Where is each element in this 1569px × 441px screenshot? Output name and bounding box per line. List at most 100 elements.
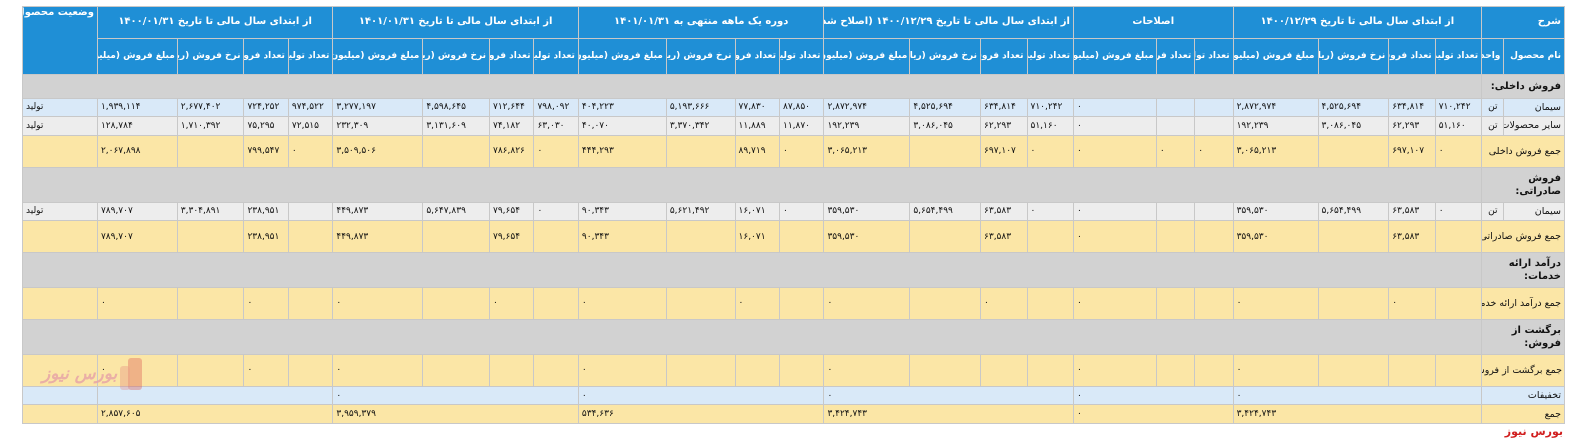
subheader-sales-count: تعداد فروش [489, 37, 535, 75]
cell [909, 134, 982, 168]
footer-logo: بورس نیوز [1504, 425, 1563, 438]
watermark-logo-icon [120, 358, 142, 390]
cell: ۷۹,۶۵۴ [489, 201, 535, 222]
cell: ۵,۱۹۳,۶۶۶ [665, 97, 736, 118]
cell: ۷۲۴,۲۵۲ [243, 97, 289, 118]
cell: ۴۰۴,۲۲۳ [577, 97, 667, 118]
row-label: جمع برگشت از فروش [1481, 353, 1565, 387]
cell: ۸۷,۸۵۰ [778, 97, 825, 118]
cell [287, 287, 334, 320]
cell [533, 287, 579, 320]
watermark-text: بورس نیوز [42, 364, 118, 384]
cell: ۰ [1072, 201, 1157, 222]
subheader-amount: مبلغ فروش (میلیون ریال) [823, 37, 911, 75]
cell [980, 353, 1028, 387]
cell [422, 220, 491, 254]
cell: ۷۱۲,۶۴۴ [489, 97, 535, 118]
cell: ۰ [96, 353, 178, 387]
cell: ۱۹۲,۲۳۹ [1232, 116, 1319, 136]
cell [176, 134, 245, 168]
subheader-sales-count: تعداد فروش [1155, 37, 1196, 75]
cell: ۳۵۹,۵۳۰ [1232, 220, 1319, 254]
cell: ۰ [734, 287, 780, 320]
cell: ۶۳,۵۸۳ [1388, 220, 1436, 254]
grand-total-row: جمع ۳,۴۲۴,۷۴۳ ۰ ۳,۴۲۴,۷۴۳ ۵۳۴,۶۳۶ ۳,۹۵۹,… [22, 404, 1565, 424]
section-row-returns: برگشت از فروش: [21, 318, 1565, 355]
discounts-row: تخفیفات ۰ ۰ ۰ ۰ ۰ [22, 385, 1565, 406]
cell: ۵۳۴,۶۳۶ [577, 404, 825, 424]
total-row-export: جمع فروش صادراتی ۶۳,۵۸۳ ۳۵۹,۵۳۰ ۰ ۶۳,۵۸۳… [22, 220, 1565, 254]
subheader-sales-count: تعداد فروش [1388, 37, 1436, 75]
cell [1194, 116, 1234, 136]
status-cell: تولید [22, 201, 98, 222]
cell [909, 287, 982, 320]
cell [665, 353, 736, 387]
header-adjustments: اصلاحات [1072, 6, 1234, 39]
subheader-sales-count: تعداد فروش [243, 37, 289, 75]
cell [422, 353, 491, 387]
subheader-production: تعداد تولید [287, 37, 334, 75]
subheader-unit: واحد [1481, 37, 1505, 75]
group-header-row: شرح از ابتدای سال مالی تا تاریخ ۱۴۰۰/۱۲/… [22, 6, 1565, 75]
cell: ۳,۲۷۷,۱۹۷ [332, 97, 424, 118]
cell: ۱۹۲,۲۳۹ [823, 116, 911, 136]
sales-table: شرح از ابتدای سال مالی تا تاریخ ۱۴۰۰/۱۲/… [21, 6, 1565, 424]
section-label: درآمد ارائه خدمات: [1481, 252, 1565, 289]
subheader-production: تعداد تولید [533, 37, 579, 75]
total-row-returns: جمع برگشت از فروش ۰ ۰ ۰ ۰ ۰ ۰ ۰ [22, 353, 1565, 387]
table-row: سیمان تن ۷۱۰,۲۴۲ ۶۳۴,۸۱۴ ۴,۵۲۵,۶۹۴ ۲,۸۷۲… [22, 97, 1565, 118]
cell: ۰ [332, 385, 579, 406]
cell: ۰ [823, 287, 911, 320]
cell: ۰ [96, 287, 178, 320]
row-label: تخفیفات [1481, 385, 1565, 406]
cell: ۰ [287, 134, 334, 168]
subheader-product-name: نام محصول [1503, 37, 1565, 75]
cell: ۲,۸۵۷,۶۰۵ [96, 404, 334, 424]
cell: ۰ [1026, 134, 1074, 168]
cell [1388, 353, 1436, 387]
cell [1434, 353, 1483, 387]
table-row: سیمان تن ۰ ۶۳,۵۸۳ ۵,۶۵۴,۴۹۹ ۳۵۹,۵۳۰ ۰ ۰ … [22, 201, 1565, 222]
subheader-production: تعداد تولید [1434, 37, 1483, 75]
cell [422, 287, 491, 320]
product-name: سیمان [1503, 201, 1565, 222]
cell: ۷۸۹,۷۰۷ [96, 201, 178, 222]
cell: ۲,۸۷۲,۹۷۴ [1232, 97, 1319, 118]
cell [778, 353, 825, 387]
cell: ۷۱۰,۲۴۲ [1434, 97, 1483, 118]
cell: ۰ [1194, 134, 1234, 168]
cell: ۷۹۹,۵۴۷ [243, 134, 289, 168]
cell [422, 134, 491, 168]
cell [287, 201, 334, 222]
section-label: فروش صادراتی: [1481, 166, 1565, 203]
cell [1155, 97, 1196, 118]
cell [778, 220, 825, 254]
cell: ۴۴۹,۸۷۳ [332, 201, 424, 222]
cell: ۰ [1232, 353, 1319, 387]
cell: ۱۶,۰۷۱ [734, 220, 780, 254]
status-cell: تولید [22, 116, 98, 136]
cell [176, 287, 245, 320]
cell: ۷۹۸,۰۹۲ [533, 97, 579, 118]
cell [1026, 353, 1074, 387]
section-row-export: فروش صادراتی: [21, 166, 1565, 203]
cell: ۰ [332, 287, 424, 320]
cell: ۰ [980, 287, 1028, 320]
cell: ۰ [1155, 134, 1196, 168]
cell: ۰ [823, 353, 911, 387]
cell: ۳۵۹,۵۳۰ [823, 201, 911, 222]
cell: ۵۱,۱۶۰ [1026, 116, 1074, 136]
cell [1434, 220, 1483, 254]
cell: ۵,۶۵۴,۴۹۹ [1317, 201, 1390, 222]
subheader-amount: مبلغ فروش (میلیون ریال) [577, 37, 667, 75]
cell [176, 353, 245, 387]
cell: ۷۹,۶۵۴ [489, 220, 535, 254]
cell: ۰ [778, 201, 825, 222]
cell: ۰ [1232, 287, 1319, 320]
cell: ۰ [1388, 287, 1436, 320]
cell [287, 353, 334, 387]
cell: ۱۱,۸۸۹ [734, 116, 780, 136]
header-sharh: شرح [1481, 6, 1565, 39]
header-ytd-1401: از ابتدای سال مالی تا تاریخ ۱۴۰۱/۰۱/۳۱ [332, 6, 579, 39]
cell: ۰ [823, 385, 1074, 406]
